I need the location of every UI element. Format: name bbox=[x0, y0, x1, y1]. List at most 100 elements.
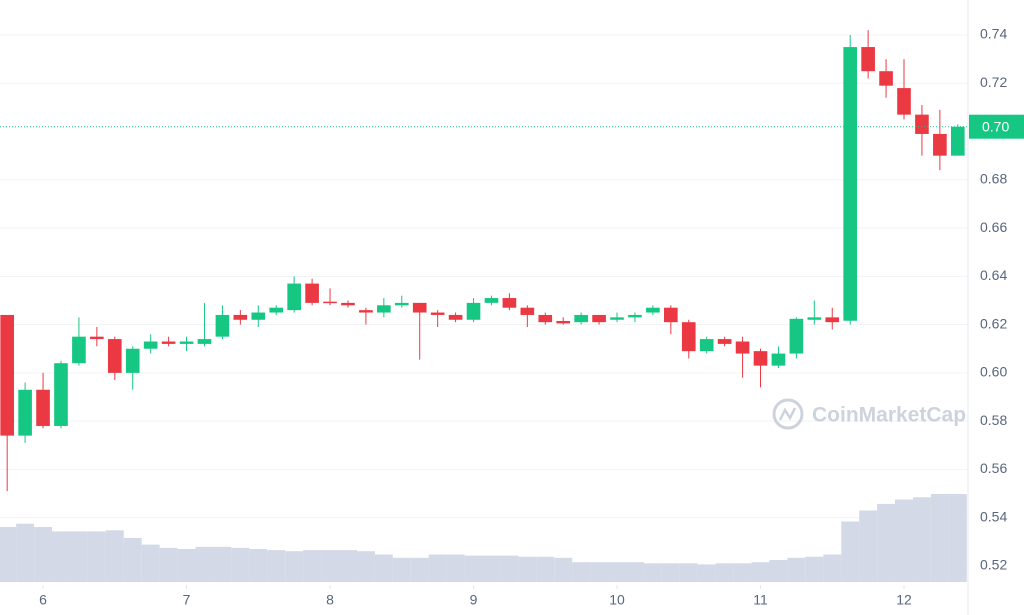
volume-bar bbox=[769, 560, 788, 582]
x-tick-label: 11 bbox=[753, 592, 768, 608]
candle-body bbox=[179, 341, 194, 344]
candle-body bbox=[54, 363, 68, 426]
candle-body bbox=[610, 317, 624, 320]
y-tick-label: 0.52 bbox=[980, 557, 1007, 573]
candle-body bbox=[538, 314, 553, 323]
candle-body bbox=[753, 351, 768, 366]
candle-body bbox=[72, 336, 86, 364]
volume-bar bbox=[339, 550, 357, 582]
volume-bar bbox=[159, 547, 178, 582]
volume-bar bbox=[608, 562, 626, 582]
axes: 0.52 0.54 0.56 0.58 0.60 0.62 0.64 0.66 0.68 0.72… bbox=[39, 26, 1024, 608]
volume-bar bbox=[177, 549, 196, 582]
candle-body bbox=[843, 47, 858, 321]
candle-body bbox=[825, 317, 840, 323]
volume-bar bbox=[823, 554, 842, 582]
candle-body bbox=[448, 314, 463, 320]
volume-bar bbox=[518, 556, 537, 582]
volume-bar bbox=[195, 546, 214, 582]
y-tick-label: 0.74 bbox=[980, 26, 1007, 42]
candle-body bbox=[915, 114, 929, 134]
candle-body bbox=[574, 314, 588, 323]
volume-bar bbox=[446, 554, 465, 582]
volume-bar bbox=[751, 562, 770, 582]
volume-bar bbox=[912, 497, 931, 582]
volume-bar bbox=[428, 554, 447, 582]
volume-bar bbox=[410, 557, 429, 582]
x-tick-label: 10 bbox=[609, 592, 625, 608]
volume-layer bbox=[0, 494, 967, 582]
candle-body bbox=[305, 283, 319, 303]
candle-body bbox=[143, 341, 158, 349]
candle-body bbox=[789, 318, 804, 354]
candle-body bbox=[628, 314, 642, 318]
volume-bar bbox=[733, 563, 752, 582]
watermark-logo-line bbox=[778, 407, 797, 421]
candle-body bbox=[735, 341, 750, 354]
x-tick-label: 8 bbox=[326, 592, 334, 608]
y-tick-label: 0.64 bbox=[980, 267, 1007, 283]
volume-bar bbox=[930, 494, 949, 582]
volume-bar bbox=[231, 547, 250, 582]
volume-bar bbox=[482, 555, 501, 582]
volume-bar bbox=[249, 549, 268, 582]
volume-bar bbox=[554, 557, 573, 582]
candle-body bbox=[897, 88, 911, 115]
candle-body bbox=[251, 312, 266, 320]
candle-body bbox=[861, 47, 875, 72]
volume-bar bbox=[16, 523, 35, 582]
candle-body bbox=[950, 126, 965, 156]
candle-body bbox=[502, 298, 517, 308]
volume-bar bbox=[877, 503, 896, 582]
candle-body bbox=[717, 339, 732, 344]
y-tick-label: 0.62 bbox=[980, 315, 1007, 331]
y-tick-label: 0.72 bbox=[980, 74, 1007, 90]
candle-body bbox=[879, 71, 893, 86]
volume-bar bbox=[572, 562, 591, 582]
volume-bar bbox=[859, 510, 878, 582]
candle-body bbox=[771, 353, 786, 366]
candle-body bbox=[18, 389, 32, 436]
x-tick-label: 7 bbox=[183, 592, 191, 608]
volume-bar bbox=[34, 527, 53, 582]
volume-bar bbox=[213, 546, 232, 582]
volume-bar bbox=[697, 564, 716, 582]
candle-body bbox=[341, 302, 355, 306]
candle-body bbox=[807, 317, 822, 320]
price-tag-label: 0.70 bbox=[982, 118, 1009, 134]
volume-bar bbox=[625, 562, 644, 582]
candle-body bbox=[592, 314, 606, 323]
candle-body bbox=[287, 283, 301, 311]
candle-body bbox=[466, 302, 481, 320]
candles bbox=[0, 30, 968, 492]
x-tick-label: 12 bbox=[896, 592, 912, 608]
candle-body bbox=[646, 307, 660, 313]
y-tick-label: 0.54 bbox=[980, 508, 1007, 524]
volume-bar bbox=[52, 531, 70, 582]
volume-bar bbox=[643, 563, 662, 582]
volume-bar bbox=[464, 555, 483, 582]
volume-bar bbox=[536, 556, 555, 582]
volume-bar bbox=[356, 551, 375, 582]
candle-body bbox=[0, 314, 14, 436]
volume-bar bbox=[105, 530, 124, 582]
price-tag bbox=[969, 114, 1024, 139]
candle-body bbox=[520, 307, 535, 315]
y-tick-label: 0.60 bbox=[980, 364, 1007, 380]
volume-bar bbox=[948, 494, 967, 582]
volume-bar bbox=[679, 563, 698, 582]
watermark-logo bbox=[772, 398, 804, 430]
x-tick-label: 9 bbox=[470, 592, 478, 608]
volume-bar bbox=[123, 538, 142, 582]
candle-body bbox=[125, 348, 140, 373]
candle-body bbox=[90, 336, 104, 340]
volume-bar bbox=[805, 556, 824, 582]
candle-body bbox=[681, 322, 696, 352]
volume-bar bbox=[321, 550, 340, 582]
volume-bar bbox=[267, 550, 286, 582]
x-tick-label: 6 bbox=[39, 592, 47, 608]
candle-body bbox=[359, 310, 373, 313]
candle-body bbox=[107, 339, 122, 373]
y-tick-label: 0.58 bbox=[980, 412, 1007, 428]
